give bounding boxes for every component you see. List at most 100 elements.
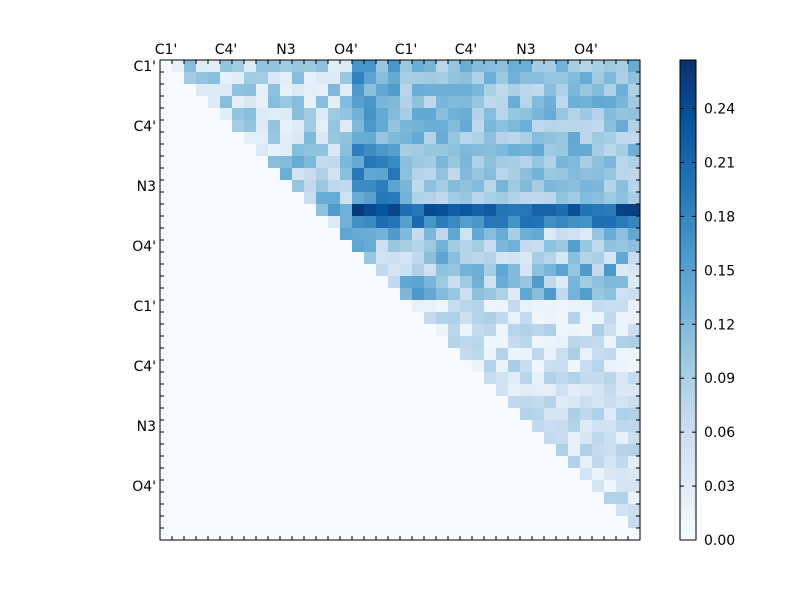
- heatmap-cell: [544, 108, 557, 121]
- heatmap-cell: [208, 468, 221, 481]
- heatmap-cell: [304, 504, 317, 517]
- heatmap-cell: [520, 204, 533, 217]
- heatmap-cell: [184, 360, 197, 373]
- heatmap-cell: [580, 420, 593, 433]
- heatmap-cell: [580, 312, 593, 325]
- heatmap-cell: [568, 420, 581, 433]
- heatmap-cell: [508, 216, 521, 229]
- heatmap-cell: [556, 456, 569, 469]
- heatmap-cell: [196, 432, 209, 445]
- heatmap-cell: [328, 492, 341, 505]
- heatmap-cell: [628, 60, 641, 73]
- heatmap-cell: [184, 264, 197, 277]
- heatmap-cell: [532, 252, 545, 265]
- heatmap-cell: [160, 324, 173, 337]
- heatmap-cell: [424, 168, 437, 181]
- heatmap-cell: [400, 60, 413, 73]
- heatmap-cell: [616, 288, 629, 301]
- heatmap-cell: [268, 60, 281, 73]
- heatmap-cell: [208, 348, 221, 361]
- heatmap-cell: [460, 288, 473, 301]
- heatmap-cell: [448, 396, 461, 409]
- heatmap-cell: [628, 324, 641, 337]
- heatmap-cell: [364, 84, 377, 97]
- heatmap-cell: [400, 372, 413, 385]
- heatmap-cell: [544, 420, 557, 433]
- heatmap-cell: [436, 264, 449, 277]
- heatmap-cell: [232, 156, 245, 169]
- x-tick-label: N3: [516, 42, 535, 58]
- heatmap-cell: [556, 408, 569, 421]
- heatmap-cell: [244, 252, 257, 265]
- heatmap-cell: [472, 396, 485, 409]
- heatmap-cell: [208, 372, 221, 385]
- heatmap-cell: [304, 528, 317, 541]
- heatmap-cell: [460, 180, 473, 193]
- heatmap-cell: [340, 228, 353, 241]
- heatmap-cell: [592, 492, 605, 505]
- heatmap-cell: [328, 288, 341, 301]
- heatmap-cell: [316, 108, 329, 121]
- heatmap-cell: [292, 348, 305, 361]
- heatmap-cell: [172, 240, 185, 253]
- heatmap-cell: [520, 456, 533, 469]
- heatmap-cell: [412, 168, 425, 181]
- heatmap-cell: [364, 132, 377, 145]
- heatmap-cell: [400, 408, 413, 421]
- heatmap-cell: [556, 288, 569, 301]
- heatmap-cell: [496, 156, 509, 169]
- heatmap-cell: [532, 444, 545, 457]
- heatmap-cell: [172, 336, 185, 349]
- heatmap-cell: [220, 168, 233, 181]
- heatmap-cell: [520, 468, 533, 481]
- heatmap-cell: [484, 528, 497, 541]
- heatmap-cell: [220, 396, 233, 409]
- heatmap-cell: [460, 240, 473, 253]
- heatmap-cell: [292, 492, 305, 505]
- heatmap-cell: [424, 324, 437, 337]
- heatmap-cell: [400, 468, 413, 481]
- heatmap-cell: [616, 84, 629, 97]
- heatmap-cell: [292, 516, 305, 529]
- heatmap-cell: [532, 72, 545, 85]
- heatmap-cell: [232, 408, 245, 421]
- heatmap-cell: [208, 156, 221, 169]
- heatmap-cell: [472, 492, 485, 505]
- heatmap-cell: [196, 456, 209, 469]
- heatmap-cell: [340, 360, 353, 373]
- heatmap-cell: [340, 96, 353, 109]
- heatmap-cell: [424, 276, 437, 289]
- heatmap-cell: [172, 456, 185, 469]
- heatmap-cell: [472, 300, 485, 313]
- heatmap-cell: [592, 240, 605, 253]
- heatmap-cell: [364, 420, 377, 433]
- heatmap-cell: [304, 468, 317, 481]
- heatmap-cell: [580, 120, 593, 133]
- heatmap-cell: [160, 216, 173, 229]
- heatmap-cell: [412, 204, 425, 217]
- heatmap-cell: [352, 384, 365, 397]
- heatmap-cell: [496, 312, 509, 325]
- heatmap-cell: [592, 420, 605, 433]
- heatmap-cell: [172, 120, 185, 133]
- heatmap-cell: [196, 288, 209, 301]
- heatmap-cell: [544, 132, 557, 145]
- heatmap-cell: [532, 240, 545, 253]
- heatmap-cell: [184, 504, 197, 517]
- heatmap-cell: [388, 276, 401, 289]
- heatmap-cell: [460, 204, 473, 217]
- heatmap-cell: [364, 180, 377, 193]
- heatmap-cell: [580, 228, 593, 241]
- heatmap-cell: [280, 456, 293, 469]
- heatmap-cell: [484, 240, 497, 253]
- heatmap-cell: [328, 408, 341, 421]
- heatmap-cell: [460, 324, 473, 337]
- heatmap-cell: [556, 504, 569, 517]
- heatmap-cell: [532, 492, 545, 505]
- heatmap-cell: [436, 276, 449, 289]
- heatmap-cell: [184, 180, 197, 193]
- heatmap-cell: [616, 444, 629, 457]
- heatmap-cell: [316, 144, 329, 157]
- heatmap-cell: [232, 444, 245, 457]
- heatmap-cell: [628, 72, 641, 85]
